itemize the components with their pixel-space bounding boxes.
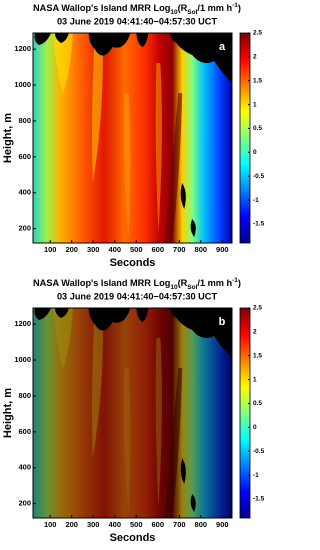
- x-tick-label: 500: [130, 245, 143, 254]
- colorbar-tick-label: 2: [253, 329, 257, 336]
- x-tick-label: 200: [65, 520, 78, 529]
- y-tick-label: 600: [18, 152, 31, 161]
- y-tick-label: 1000: [14, 355, 31, 364]
- page: NASA Wallop's Island MRR Log10(RSol/1 mm…: [2, 2, 265, 544]
- x-tick-label: 400: [108, 245, 121, 254]
- colorbar-tick-label: 2.5: [253, 30, 262, 37]
- title-part: NASA Wallop's Island MRR Log: [33, 278, 170, 288]
- colorbar-tick-label: -1: [253, 472, 259, 479]
- panel-label: a: [219, 41, 226, 53]
- contour-field: [33, 308, 232, 518]
- y-tick-label: 400: [18, 463, 31, 472]
- title-part: (R: [178, 278, 188, 288]
- y-tick-label: 1200: [14, 319, 31, 328]
- chart-subtitle: 03 June 2019 04:41:40−04:57:30 UCT: [57, 16, 218, 26]
- y-tick-label: 800: [18, 116, 31, 125]
- colorbar-tick-label: 0: [253, 424, 257, 431]
- plot-frame: [32, 307, 233, 519]
- x-axis-label: Seconds: [110, 532, 156, 544]
- colorbar-tick-label: -1.5: [253, 496, 265, 503]
- colorbar-tick-label: -0.5: [253, 448, 265, 455]
- x-tick-label: 300: [87, 245, 100, 254]
- title-part: 10: [170, 9, 178, 16]
- y-tick-label: 200: [18, 224, 31, 233]
- title-part: -1: [232, 277, 238, 284]
- title-part: ): [238, 3, 241, 13]
- panel: NASA Wallop's Island MRR Log10(RSol/1 mm…: [2, 277, 265, 544]
- x-tick-label: 300: [87, 520, 100, 529]
- y-tick-label: 1000: [14, 80, 31, 89]
- x-axis-label: Seconds: [110, 257, 156, 269]
- colorbar-tick-label: -1.5: [253, 221, 265, 228]
- x-tick-label: 900: [216, 245, 229, 254]
- x-tick-label: 800: [195, 520, 208, 529]
- x-tick-label: 200: [65, 245, 78, 254]
- title-part: -1: [232, 2, 238, 9]
- title-part: (R: [178, 3, 188, 13]
- plot-frame: [32, 32, 233, 244]
- contour-field: [33, 33, 232, 243]
- x-tick-label: 700: [173, 520, 186, 529]
- x-tick-label: 600: [152, 245, 165, 254]
- y-tick-label: 600: [18, 427, 31, 436]
- colorbar-tick-label: 0: [253, 149, 257, 156]
- colorbar: [239, 307, 251, 519]
- panel: NASA Wallop's Island MRR Log10(RSol/1 mm…: [2, 2, 265, 269]
- panel-label: b: [219, 316, 226, 328]
- title-part: ): [238, 278, 241, 288]
- x-tick-label: 100: [44, 245, 57, 254]
- y-tick-label: 1200: [14, 44, 31, 53]
- chart-subtitle: 03 June 2019 04:41:40−04:57:30 UCT: [57, 291, 218, 301]
- title-part: /1 mm h: [197, 3, 232, 13]
- colorbar-tick-label: -1: [253, 197, 259, 204]
- colorbar-tick-label: -0.5: [253, 173, 265, 180]
- colorbar-tick-label: 0.5: [253, 400, 262, 407]
- y-tick-label: 400: [18, 188, 31, 197]
- x-tick-label: 600: [152, 520, 165, 529]
- colorbar-tick-label: 1: [253, 101, 257, 108]
- title-part: 10: [170, 284, 178, 291]
- y-axis-label: Height, m: [2, 113, 14, 163]
- colorbar-tick-label: 1.5: [253, 77, 262, 84]
- colorbar-tick-label: 0.5: [253, 125, 262, 132]
- x-tick-label: 900: [216, 520, 229, 529]
- title-part: /1 mm h: [197, 278, 232, 288]
- y-tick-label: 800: [18, 391, 31, 400]
- x-tick-label: 100: [44, 520, 57, 529]
- y-axis-label: Height, m: [2, 388, 14, 438]
- x-tick-label: 800: [195, 245, 208, 254]
- title-part: NASA Wallop's Island MRR Log: [33, 3, 170, 13]
- x-tick-label: 400: [108, 520, 121, 529]
- x-tick-label: 700: [173, 245, 186, 254]
- colorbar-tick-label: 1.5: [253, 352, 262, 359]
- x-tick-label: 500: [130, 520, 143, 529]
- y-tick-label: 200: [18, 499, 31, 508]
- chart-title: NASA Wallop's Island MRR Log10(RSol/1 mm…: [33, 277, 241, 291]
- title-part: Sol: [187, 284, 197, 291]
- colorbar-tick-label: 2: [253, 54, 257, 61]
- chart-title: NASA Wallop's Island MRR Log10(RSol/1 mm…: [33, 2, 241, 16]
- colorbar-tick-label: 2.5: [253, 305, 262, 312]
- colorbar-tick-label: 1: [253, 376, 257, 383]
- title-part: Sol: [187, 9, 197, 16]
- colorbar: [239, 32, 251, 244]
